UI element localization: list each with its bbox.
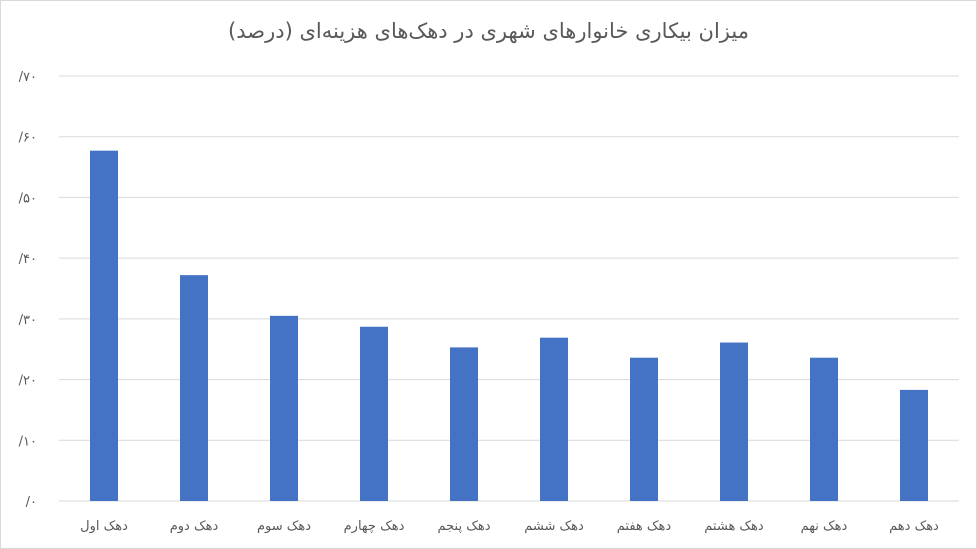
bar — [630, 357, 658, 501]
x-category-label: دهک هفتم — [617, 519, 672, 534]
y-tick-label: /۴۰ — [19, 252, 37, 267]
y-tick-label: /۰ — [26, 495, 37, 510]
x-category-label: دهک هشتم — [704, 519, 764, 534]
bar — [900, 389, 928, 501]
x-category-label: دهک اول — [80, 519, 128, 534]
bar — [90, 150, 118, 501]
x-category-label: دهک پنجم — [438, 519, 491, 534]
x-category-label: دهک چهارم — [344, 519, 405, 534]
x-category-label: دهک دوم — [170, 519, 219, 534]
bar — [450, 347, 478, 501]
y-tick-label: /۶۰ — [19, 131, 37, 146]
y-tick-label: /۵۰ — [19, 191, 37, 206]
y-tick-label: /۲۰ — [19, 374, 37, 389]
bar — [360, 326, 388, 501]
bar — [180, 275, 208, 501]
bar — [810, 357, 838, 501]
y-tick-label: /۷۰ — [19, 70, 37, 85]
x-category-label: دهک دهم — [889, 519, 939, 534]
chart-title: میزان بیکاری خانوارهای شهری در دهک‌های ه… — [228, 19, 749, 43]
x-category-label: دهک ششم — [524, 519, 584, 534]
x-category-label: دهک نهم — [801, 519, 848, 534]
bar — [540, 337, 568, 501]
y-tick-label: /۱۰ — [19, 434, 37, 449]
y-tick-label: /۳۰ — [19, 313, 37, 328]
bar — [270, 315, 298, 501]
bar — [720, 342, 748, 501]
x-category-label: دهک سوم — [257, 519, 311, 534]
